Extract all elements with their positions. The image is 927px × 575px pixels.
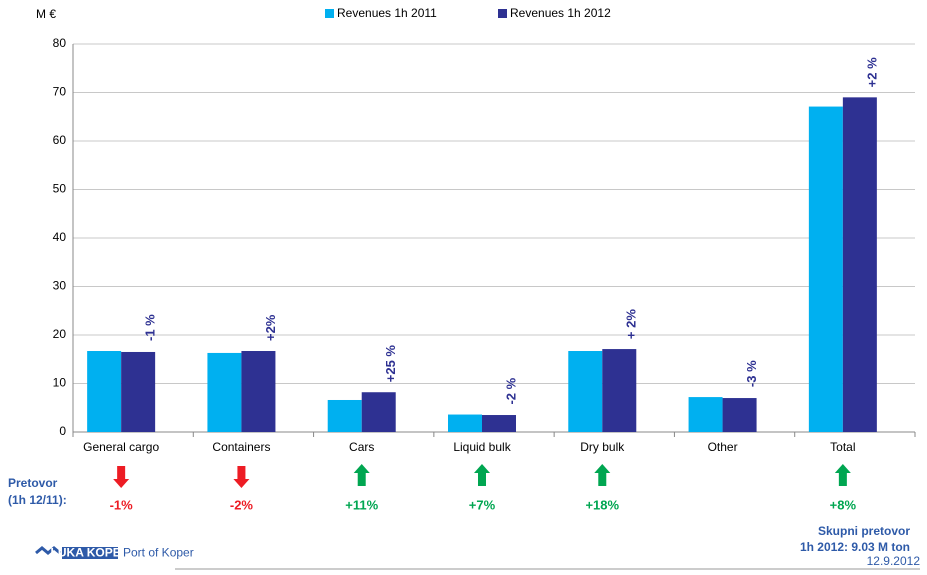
- date: 12.9.2012: [867, 554, 921, 568]
- throughput-label: -1%: [110, 497, 134, 512]
- throughput-title: (1h 12/11):: [8, 493, 67, 507]
- bar: [688, 397, 723, 432]
- logo-icon: [35, 546, 61, 555]
- bar: [482, 415, 516, 432]
- bar: [448, 414, 482, 432]
- legend-label: Revenues 1h 2012: [510, 6, 611, 20]
- summary-line: Skupni pretovor: [818, 524, 910, 538]
- y-tick-label: 30: [53, 279, 67, 293]
- x-tick-label: Other: [708, 440, 738, 454]
- throughput-arrow: [474, 464, 490, 486]
- bar: [808, 106, 843, 432]
- y-tick-label: 10: [53, 376, 67, 390]
- x-tick-label: General cargo: [83, 440, 159, 454]
- change-label: + 2%: [624, 309, 639, 339]
- throughput-arrow: [834, 464, 851, 486]
- change-label: +2 %: [864, 57, 879, 87]
- logo-box: [62, 547, 118, 559]
- change-label: -3 %: [744, 360, 759, 387]
- y-tick-label: 20: [53, 327, 67, 341]
- throughput-label: +11%: [345, 497, 378, 512]
- bar: [87, 351, 122, 432]
- throughput-arrow: [113, 466, 130, 488]
- y-tick-label: 0: [59, 424, 66, 438]
- change-label: +25 %: [383, 345, 398, 383]
- change-label: -1 %: [143, 314, 158, 341]
- y-tick-label: 40: [53, 230, 67, 244]
- x-tick-label: Total: [830, 440, 855, 454]
- throughput-arrow: [353, 464, 370, 486]
- bar: [361, 392, 396, 432]
- logo-text: LUKA KOPER: [51, 546, 130, 560]
- unit-label: M €: [36, 7, 56, 21]
- summary-line: 1h 2012: 9.03 M ton: [800, 540, 910, 554]
- throughput-label: +7%: [469, 497, 496, 512]
- bar: [327, 399, 362, 432]
- y-tick-label: 70: [53, 85, 67, 99]
- legend-swatch: [325, 9, 334, 18]
- bar: [842, 97, 877, 432]
- legend-swatch: [498, 9, 507, 18]
- logo-sub: Port of Koper: [123, 546, 194, 560]
- x-tick-label: Dry bulk: [580, 440, 625, 454]
- change-label: -2 %: [503, 377, 518, 404]
- bar: [568, 351, 603, 432]
- bar: [207, 352, 242, 432]
- x-tick-label: Liquid bulk: [453, 440, 511, 454]
- throughput-label: -2%: [230, 497, 254, 512]
- logo: LUKA KOPER Port of Koper: [35, 546, 194, 560]
- y-tick-label: 80: [53, 36, 67, 50]
- bar: [602, 349, 637, 432]
- throughput-title: Pretovor: [8, 476, 58, 490]
- y-tick-label: 60: [53, 133, 67, 147]
- throughput-arrow: [233, 466, 250, 488]
- legend-label: Revenues 1h 2011: [337, 6, 437, 20]
- throughput-label: +8%: [830, 497, 857, 512]
- throughput-arrow: [594, 464, 611, 486]
- throughput-label: +18%: [585, 497, 619, 512]
- bar: [722, 398, 757, 432]
- bar: [241, 351, 276, 432]
- bar: [121, 351, 156, 432]
- change-label: +2%: [263, 314, 278, 341]
- y-tick-label: 50: [53, 182, 67, 196]
- x-tick-label: Cars: [349, 440, 374, 454]
- x-tick-label: Containers: [212, 440, 270, 454]
